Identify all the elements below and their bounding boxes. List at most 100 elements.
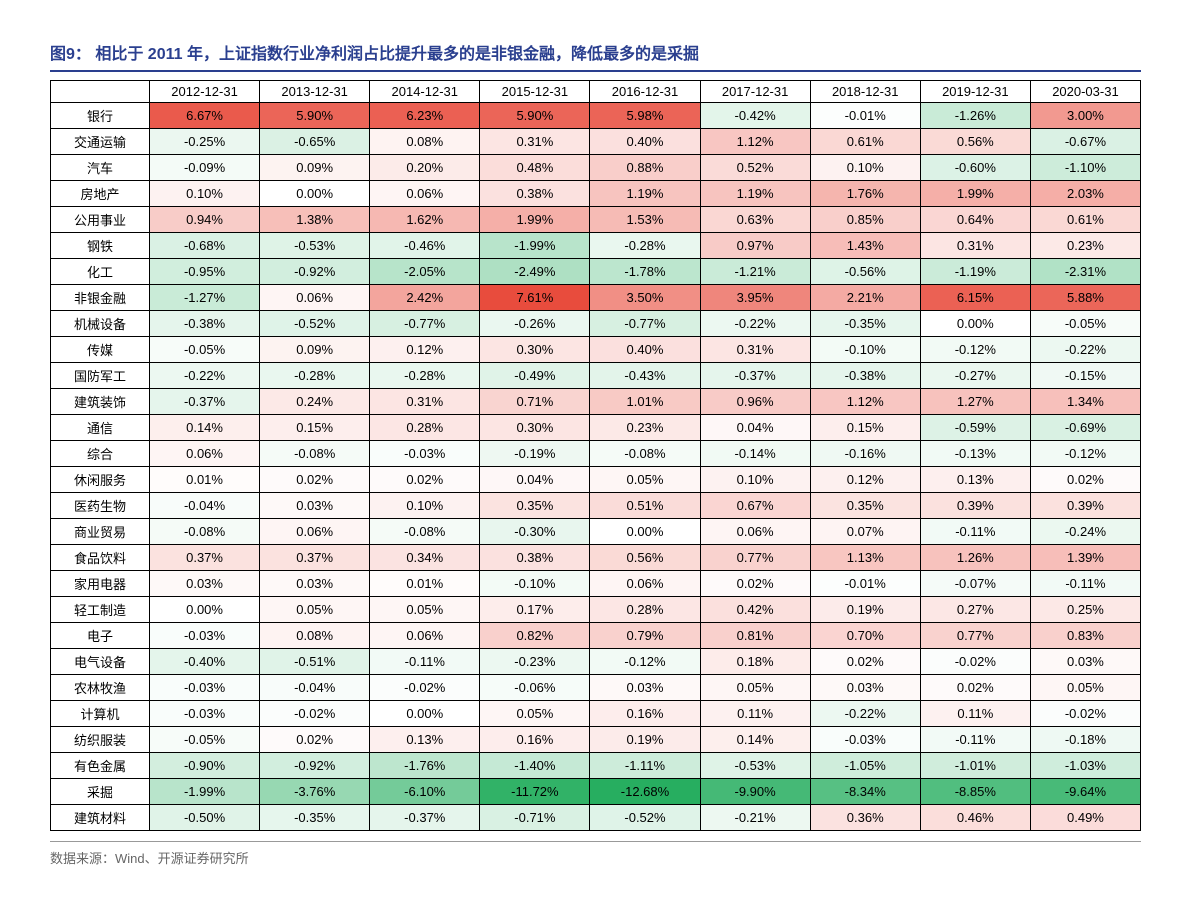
cell-value: -9.64% — [1030, 779, 1140, 805]
row-label: 电气设备 — [51, 649, 150, 675]
cell-value: 0.28% — [590, 597, 700, 623]
cell-value: 0.37% — [150, 545, 260, 571]
cell-value: -0.37% — [700, 363, 810, 389]
cell-value: 0.61% — [810, 129, 920, 155]
cell-value: 1.43% — [810, 233, 920, 259]
cell-value: 2.42% — [370, 285, 480, 311]
cell-value: -1.11% — [590, 753, 700, 779]
table-row: 有色金属-0.90%-0.92%-1.76%-1.40%-1.11%-0.53%… — [51, 753, 1141, 779]
cell-value: -0.22% — [1030, 337, 1140, 363]
table-row: 非银金融-1.27%0.06%2.42%7.61%3.50%3.95%2.21%… — [51, 285, 1141, 311]
cell-value: 1.01% — [590, 389, 700, 415]
table-row: 钢铁-0.68%-0.53%-0.46%-1.99%-0.28%0.97%1.4… — [51, 233, 1141, 259]
cell-value: -0.02% — [920, 649, 1030, 675]
row-label: 交通运输 — [51, 129, 150, 155]
cell-value: 0.48% — [480, 155, 590, 181]
cell-value: 3.95% — [700, 285, 810, 311]
row-label: 纺织服装 — [51, 727, 150, 753]
table-row: 商业贸易-0.08%0.06%-0.08%-0.30%0.00%0.06%0.0… — [51, 519, 1141, 545]
row-label: 农林牧渔 — [51, 675, 150, 701]
cell-value: 5.90% — [480, 103, 590, 129]
table-row: 交通运输-0.25%-0.65%0.08%0.31%0.40%1.12%0.61… — [51, 129, 1141, 155]
table-row: 银行6.67%5.90%6.23%5.90%5.98%-0.42%-0.01%-… — [51, 103, 1141, 129]
cell-value: -0.69% — [1030, 415, 1140, 441]
cell-value: -0.95% — [150, 259, 260, 285]
cell-value: 0.30% — [480, 415, 590, 441]
cell-value: 0.96% — [700, 389, 810, 415]
cell-value: -0.67% — [1030, 129, 1140, 155]
table-row: 传媒-0.05%0.09%0.12%0.30%0.40%0.31%-0.10%-… — [51, 337, 1141, 363]
cell-value: 0.36% — [810, 805, 920, 831]
table-row: 医药生物-0.04%0.03%0.10%0.35%0.51%0.67%0.35%… — [51, 493, 1141, 519]
cell-value: 6.15% — [920, 285, 1030, 311]
table-row: 建筑装饰-0.37%0.24%0.31%0.71%1.01%0.96%1.12%… — [51, 389, 1141, 415]
col-header-industry — [51, 81, 150, 103]
cell-value: 0.00% — [920, 311, 1030, 337]
cell-value: 0.01% — [370, 571, 480, 597]
cell-value: 0.04% — [700, 415, 810, 441]
cell-value: 0.94% — [150, 207, 260, 233]
cell-value: 0.05% — [260, 597, 370, 623]
col-header-date: 2013-12-31 — [260, 81, 370, 103]
cell-value: 0.05% — [370, 597, 480, 623]
cell-value: -0.53% — [700, 753, 810, 779]
cell-value: -0.28% — [370, 363, 480, 389]
cell-value: 0.02% — [260, 467, 370, 493]
cell-value: 0.06% — [370, 623, 480, 649]
cell-value: 5.88% — [1030, 285, 1140, 311]
cell-value: 0.10% — [700, 467, 810, 493]
figure-title: 图9： 相比于 2011 年，上证指数行业净利润占比提升最多的是非银金融，降低最… — [50, 40, 1141, 72]
cell-value: 0.13% — [370, 727, 480, 753]
cell-value: 0.15% — [260, 415, 370, 441]
cell-value: 0.09% — [260, 155, 370, 181]
cell-value: 0.03% — [590, 675, 700, 701]
cell-value: 0.01% — [150, 467, 260, 493]
cell-value: 0.83% — [1030, 623, 1140, 649]
cell-value: -0.09% — [150, 155, 260, 181]
cell-value: 0.81% — [700, 623, 810, 649]
row-label: 电子 — [51, 623, 150, 649]
cell-value: -0.53% — [260, 233, 370, 259]
cell-value: -0.22% — [150, 363, 260, 389]
table-row: 农林牧渔-0.03%-0.04%-0.02%-0.06%0.03%0.05%0.… — [51, 675, 1141, 701]
cell-value: 0.10% — [370, 493, 480, 519]
cell-value: 1.34% — [1030, 389, 1140, 415]
cell-value: -0.24% — [1030, 519, 1140, 545]
cell-value: 0.31% — [370, 389, 480, 415]
cell-value: -0.52% — [590, 805, 700, 831]
cell-value: -0.28% — [590, 233, 700, 259]
row-label: 传媒 — [51, 337, 150, 363]
cell-value: 0.71% — [480, 389, 590, 415]
cell-value: -0.30% — [480, 519, 590, 545]
figure-title-text: 相比于 2011 年，上证指数行业净利润占比提升最多的是非银金融，降低最多的是采… — [95, 46, 699, 63]
cell-value: -0.08% — [150, 519, 260, 545]
cell-value: -0.28% — [260, 363, 370, 389]
cell-value: -0.12% — [590, 649, 700, 675]
cell-value: -1.40% — [480, 753, 590, 779]
cell-value: -0.11% — [370, 649, 480, 675]
table-row: 家用电器0.03%0.03%0.01%-0.10%0.06%0.02%-0.01… — [51, 571, 1141, 597]
cell-value: -0.38% — [810, 363, 920, 389]
cell-value: -0.15% — [1030, 363, 1140, 389]
cell-value: 0.06% — [260, 285, 370, 311]
table-row: 国防军工-0.22%-0.28%-0.28%-0.49%-0.43%-0.37%… — [51, 363, 1141, 389]
cell-value: 0.20% — [370, 155, 480, 181]
row-label: 银行 — [51, 103, 150, 129]
cell-value: -0.59% — [920, 415, 1030, 441]
cell-value: -1.26% — [920, 103, 1030, 129]
row-label: 商业贸易 — [51, 519, 150, 545]
cell-value: 0.19% — [810, 597, 920, 623]
cell-value: 0.03% — [810, 675, 920, 701]
cell-value: 0.49% — [1030, 805, 1140, 831]
cell-value: 0.13% — [920, 467, 1030, 493]
cell-value: -0.01% — [810, 571, 920, 597]
cell-value: 0.37% — [260, 545, 370, 571]
cell-value: -0.02% — [370, 675, 480, 701]
cell-value: 0.05% — [1030, 675, 1140, 701]
row-label: 公用事业 — [51, 207, 150, 233]
cell-value: 0.38% — [480, 545, 590, 571]
cell-value: 5.98% — [590, 103, 700, 129]
cell-value: 0.08% — [260, 623, 370, 649]
cell-value: 1.38% — [260, 207, 370, 233]
cell-value: 0.24% — [260, 389, 370, 415]
